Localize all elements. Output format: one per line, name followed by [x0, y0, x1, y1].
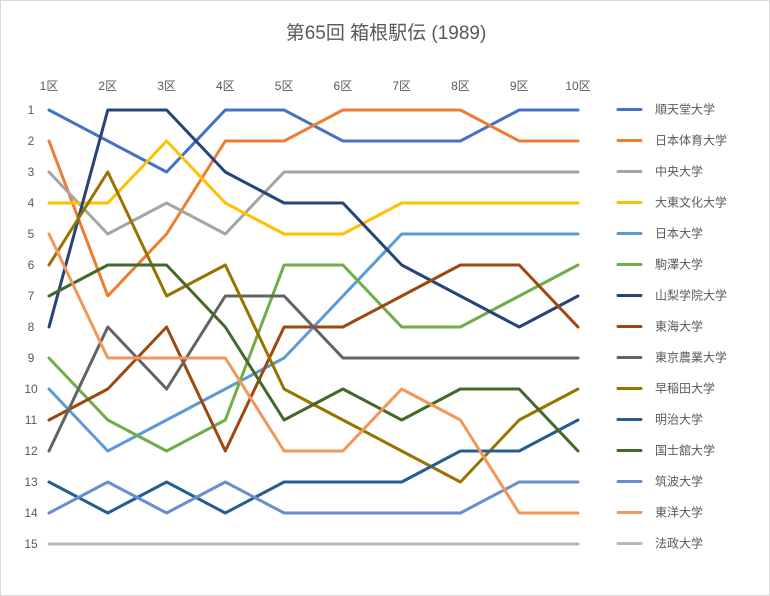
x-tick-label: 8区	[451, 79, 470, 93]
legend-label: 駒澤大学	[655, 257, 703, 272]
x-tick-label: 7区	[392, 79, 411, 93]
x-tick-label: 1区	[40, 79, 59, 93]
y-tick-label: 14	[24, 506, 38, 520]
y-tick-label: 5	[28, 227, 35, 241]
legend-label: 国士舘大学	[655, 443, 715, 458]
x-tick-label: 2区	[98, 79, 117, 93]
legend-item: 東京農業大学	[616, 350, 727, 365]
y-tick-label: 12	[24, 444, 38, 458]
y-tick-label: 4	[28, 196, 35, 210]
series-line-7	[47, 108, 580, 329]
x-tick-label: 3区	[157, 79, 176, 93]
plot-area	[47, 108, 580, 546]
legend-label: 日本大学	[655, 226, 703, 241]
y-tick-label: 11	[25, 413, 38, 427]
y-tick-label: 6	[28, 258, 35, 272]
legend-label: 東京農業大学	[655, 350, 727, 365]
legend-item: 筑波大学	[616, 474, 703, 489]
x-tick-label: 4区	[216, 79, 235, 93]
y-tick-label: 9	[28, 351, 35, 365]
legend-label: 東洋大学	[655, 505, 703, 520]
legend-item: 早稲田大学	[616, 381, 715, 396]
legend-item: 順天堂大学	[616, 102, 715, 117]
legend-item: 東海大学	[616, 319, 703, 334]
series-line-14	[47, 232, 580, 515]
series-line-12	[47, 263, 580, 453]
legend-label: 明治大学	[655, 412, 703, 427]
series-line-4	[47, 139, 580, 236]
legend: 順天堂大学日本体育大学中央大学大東文化大学日本大学駒澤大学山梨学院大学東海大学東…	[616, 102, 727, 551]
y-tick-label: 13	[24, 475, 38, 489]
legend-label: 筑波大学	[655, 474, 703, 489]
legend-label: 大東文化大学	[655, 195, 727, 210]
legend-item: 大東文化大学	[616, 195, 727, 210]
legend-label: 法政大学	[655, 536, 703, 551]
legend-label: 日本体育大学	[655, 133, 727, 148]
x-axis-labels: 1区 2区 3区 4区 5区 6区 7区 8区 9区 10区	[40, 79, 591, 93]
legend-item: 日本体育大学	[616, 133, 727, 148]
legend-item: 明治大学	[616, 412, 703, 427]
legend-item: 法政大学	[616, 536, 703, 551]
x-tick-label: 9区	[510, 79, 529, 93]
legend-item: 日本大学	[616, 226, 703, 241]
x-tick-label: 10区	[565, 79, 590, 93]
chart-title: 第65回 箱根駅伝 (1989)	[286, 22, 487, 44]
y-tick-label: 15	[24, 537, 38, 551]
legend-item: 中央大学	[616, 164, 703, 179]
legend-label: 中央大学	[655, 164, 703, 179]
series-line-3	[47, 170, 580, 236]
y-tick-label: 2	[28, 134, 35, 148]
series-line-13	[47, 480, 580, 515]
legend-label: 東海大学	[655, 319, 703, 334]
legend-label: 早稲田大学	[655, 381, 715, 396]
x-tick-label: 5区	[275, 79, 294, 93]
legend-label: 順天堂大学	[655, 102, 715, 117]
legend-label: 山梨学院大学	[655, 288, 727, 303]
legend-item: 東洋大学	[616, 505, 703, 520]
y-tick-label: 1	[28, 103, 35, 117]
y-tick-label: 8	[28, 320, 35, 334]
y-tick-label: 7	[28, 289, 35, 303]
legend-item: 山梨学院大学	[616, 288, 727, 303]
x-tick-label: 6区	[334, 79, 353, 93]
legend-item: 国士舘大学	[616, 443, 715, 458]
y-tick-label: 10	[24, 382, 38, 396]
legend-item: 駒澤大学	[616, 257, 703, 272]
y-tick-label: 3	[28, 165, 35, 179]
